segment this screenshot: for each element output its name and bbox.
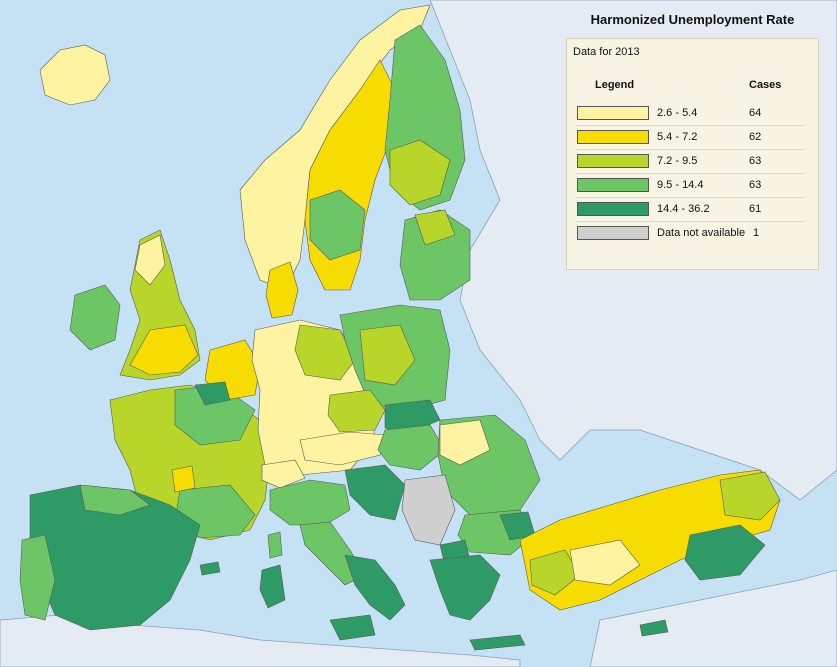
legend-header-cases: Cases [749,79,782,91]
region-estonia [414,209,456,246]
region-sardinia [259,564,286,609]
legend-cases: 62 [749,131,762,143]
legend-cases: 64 [749,107,762,119]
legend-row: 5.4 - 7.2 62 [575,125,805,150]
region-austria [299,431,386,466]
legend-swatch [577,130,649,144]
legend-cases: 63 [749,155,762,167]
region-sweden-mid [309,189,366,261]
region-portugal [19,534,56,621]
legend-swatch [577,226,649,240]
legend-swatch [577,106,649,120]
region-greece [429,554,501,621]
region-turkey-east [719,471,781,521]
legend-range: 5.4 - 7.2 [657,131,698,143]
legend-row: 2.6 - 5.4 64 [575,101,805,126]
region-ireland [69,284,121,351]
legend-cases: 61 [749,203,762,215]
region-spain-north [79,484,151,516]
legend-swatch [577,202,649,216]
region-sicily [329,614,376,641]
region-finland-south [389,139,451,206]
region-italy-south [344,554,406,621]
region-scotland [134,234,166,286]
legend-cases: 63 [749,179,762,191]
legend-subtitle: Data for 2013 [573,46,640,58]
region-hungary [377,424,446,471]
region-corsica [267,531,283,559]
legend-panel: Harmonized Unemployment Rate Data for 20… [566,12,819,270]
region-crete [469,634,526,651]
region-poland-center [359,324,416,386]
region-romania-west [439,419,491,466]
legend-range: 9.5 - 14.4 [657,179,704,191]
legend-range: 14.4 - 36.2 [657,203,710,215]
region-iceland [39,44,111,106]
legend-title: Harmonized Unemployment Rate [590,12,795,27]
legend-range: Data not available [657,227,746,239]
region-italy-north [269,479,351,526]
region-balearic [199,561,221,576]
legend-range: 7.2 - 9.5 [657,155,698,167]
legend-cases: 1 [753,227,760,239]
region-belgium [194,381,231,406]
legend-swatch [577,178,649,192]
region-turkey-west [529,549,581,596]
region-denmark [265,261,299,319]
legend-row: 7.2 - 9.5 63 [575,149,805,174]
legend-row: Data not available 1 [575,221,805,245]
region-uk-south [129,324,199,376]
region-croatia [344,464,406,521]
legend-range: 2.6 - 5.4 [657,107,698,119]
legend-swatch [577,154,649,168]
region-turkey-southeast [684,524,766,581]
region-czech [327,389,386,433]
region-turkey-center [569,539,641,586]
legend-row: 14.4 - 36.2 61 [575,197,805,222]
legend-header-legend: Legend [595,79,635,91]
region-germany-east [294,324,356,381]
legend-box: Data for 2013 Legend Cases 2.6 - 5.4 64 … [566,38,819,270]
region-cyprus [639,619,669,637]
non-eu-land-middle-east [589,569,837,667]
legend-row: 9.5 - 14.4 63 [575,173,805,198]
region-switzerland [261,459,306,489]
region-france-center [171,465,196,493]
